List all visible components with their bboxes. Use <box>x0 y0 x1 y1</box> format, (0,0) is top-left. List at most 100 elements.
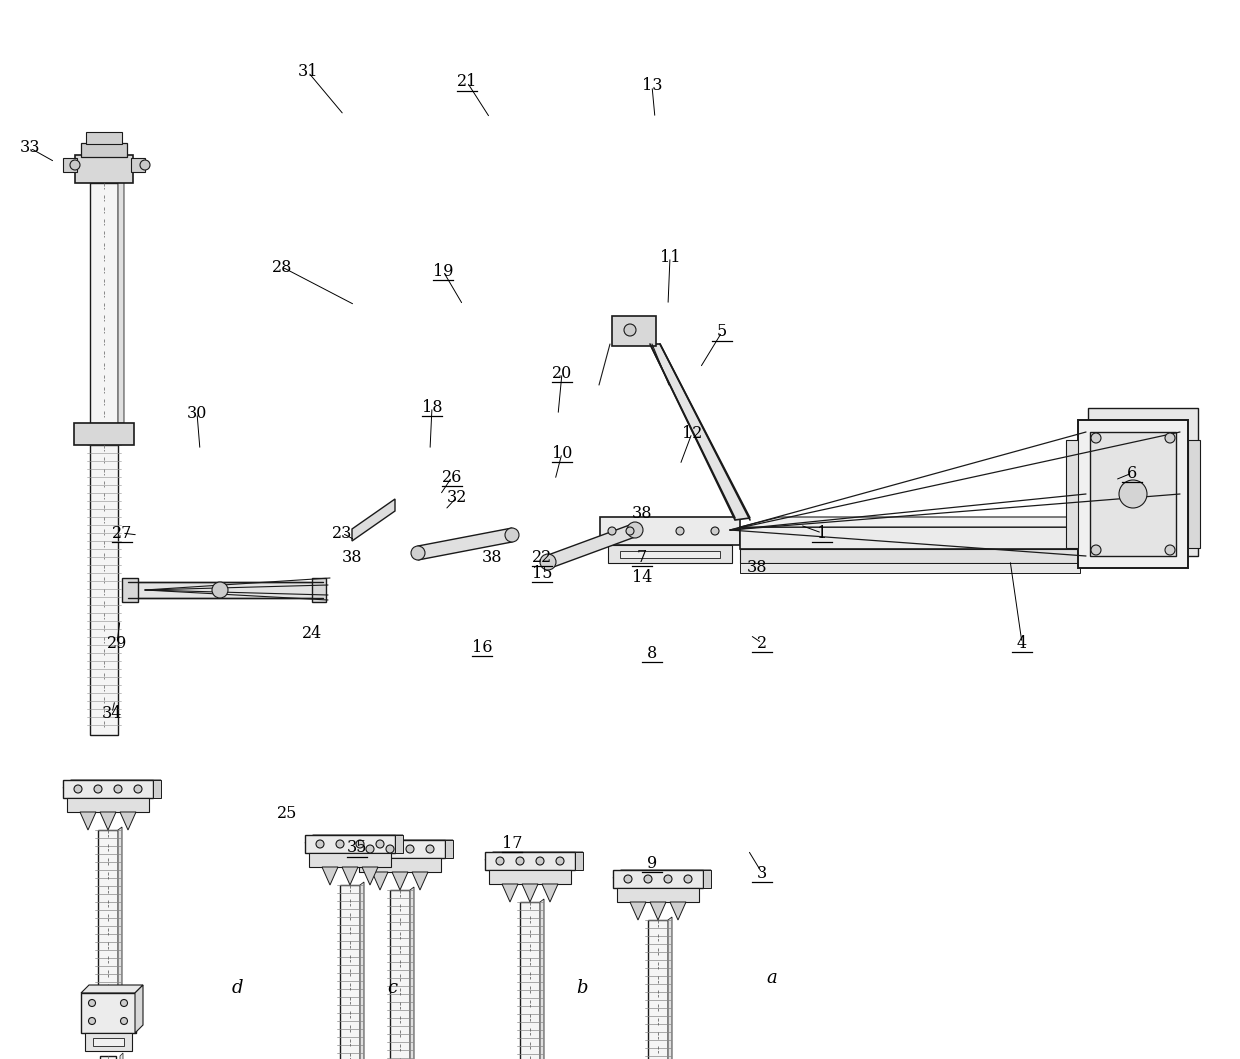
Circle shape <box>608 527 616 535</box>
Polygon shape <box>575 852 583 870</box>
Circle shape <box>663 875 672 883</box>
Polygon shape <box>100 812 117 830</box>
Bar <box>309 852 391 867</box>
Text: 29: 29 <box>107 634 128 651</box>
Bar <box>305 834 396 852</box>
Polygon shape <box>412 872 428 890</box>
Bar <box>93 1038 124 1046</box>
Circle shape <box>120 1000 128 1006</box>
Circle shape <box>356 840 365 848</box>
Text: 24: 24 <box>301 625 322 642</box>
Polygon shape <box>305 834 403 843</box>
Bar <box>740 527 1080 549</box>
Circle shape <box>336 840 343 848</box>
Bar <box>81 993 136 1033</box>
Bar <box>613 870 703 889</box>
Text: 12: 12 <box>682 425 702 442</box>
Polygon shape <box>445 840 453 858</box>
Polygon shape <box>362 867 378 885</box>
Bar <box>613 316 656 346</box>
Text: 31: 31 <box>298 64 319 80</box>
Polygon shape <box>135 985 143 1033</box>
Circle shape <box>644 875 652 883</box>
Text: 10: 10 <box>552 445 572 462</box>
Bar <box>91 445 118 735</box>
Polygon shape <box>410 887 414 1059</box>
Bar <box>86 132 122 144</box>
Text: 33: 33 <box>20 140 40 157</box>
Circle shape <box>69 160 81 170</box>
Text: 30: 30 <box>187 405 207 421</box>
Circle shape <box>410 546 425 560</box>
Polygon shape <box>322 867 339 885</box>
Polygon shape <box>372 872 388 890</box>
Polygon shape <box>522 884 538 902</box>
Polygon shape <box>418 528 512 560</box>
Polygon shape <box>539 899 544 1059</box>
Polygon shape <box>703 870 711 889</box>
Circle shape <box>94 785 102 793</box>
Circle shape <box>1166 433 1176 443</box>
Text: 1: 1 <box>817 524 827 541</box>
Text: 8: 8 <box>647 645 657 662</box>
Circle shape <box>88 1000 95 1006</box>
Bar <box>98 830 118 993</box>
Text: 21: 21 <box>456 73 477 90</box>
Polygon shape <box>118 177 124 423</box>
Text: 35: 35 <box>347 840 367 857</box>
Circle shape <box>212 582 228 598</box>
Polygon shape <box>392 872 408 890</box>
Text: 34: 34 <box>102 704 123 721</box>
Text: 17: 17 <box>502 834 522 851</box>
Text: 27: 27 <box>112 524 133 541</box>
Text: c: c <box>387 979 397 997</box>
Bar <box>360 858 441 872</box>
Circle shape <box>711 527 719 535</box>
Bar <box>618 889 699 902</box>
Polygon shape <box>81 812 95 830</box>
Circle shape <box>556 857 564 865</box>
Bar <box>74 423 134 445</box>
Text: 38: 38 <box>631 504 652 521</box>
Circle shape <box>405 845 414 852</box>
Text: 25: 25 <box>277 805 298 822</box>
Text: 6: 6 <box>1127 465 1137 482</box>
Bar <box>608 545 732 563</box>
Polygon shape <box>485 852 583 860</box>
Polygon shape <box>360 882 365 1059</box>
Circle shape <box>1091 545 1101 555</box>
Bar <box>520 902 539 1059</box>
Polygon shape <box>613 870 711 878</box>
Circle shape <box>536 857 544 865</box>
Circle shape <box>114 785 122 793</box>
Bar <box>1066 439 1078 548</box>
Polygon shape <box>668 917 672 1059</box>
Text: 9: 9 <box>647 855 657 872</box>
Bar <box>100 1056 117 1059</box>
Polygon shape <box>81 985 143 993</box>
Circle shape <box>366 845 374 852</box>
Circle shape <box>1118 480 1147 508</box>
Polygon shape <box>670 902 686 920</box>
Polygon shape <box>63 780 161 788</box>
Text: 38: 38 <box>482 549 502 566</box>
Bar <box>312 578 326 602</box>
Text: 22: 22 <box>532 549 552 566</box>
Bar <box>1090 432 1176 556</box>
Bar <box>489 870 570 884</box>
Circle shape <box>74 785 82 793</box>
Polygon shape <box>120 1053 123 1059</box>
Circle shape <box>496 857 503 865</box>
Text: 4: 4 <box>1017 634 1027 651</box>
Polygon shape <box>396 834 403 852</box>
Text: 26: 26 <box>441 468 463 485</box>
Circle shape <box>376 840 384 848</box>
Polygon shape <box>120 812 136 830</box>
Text: 23: 23 <box>332 524 352 541</box>
Bar <box>122 578 138 602</box>
Circle shape <box>516 857 525 865</box>
Bar <box>600 517 740 545</box>
Text: d: d <box>231 979 243 997</box>
Bar <box>63 780 153 798</box>
Circle shape <box>627 522 644 538</box>
